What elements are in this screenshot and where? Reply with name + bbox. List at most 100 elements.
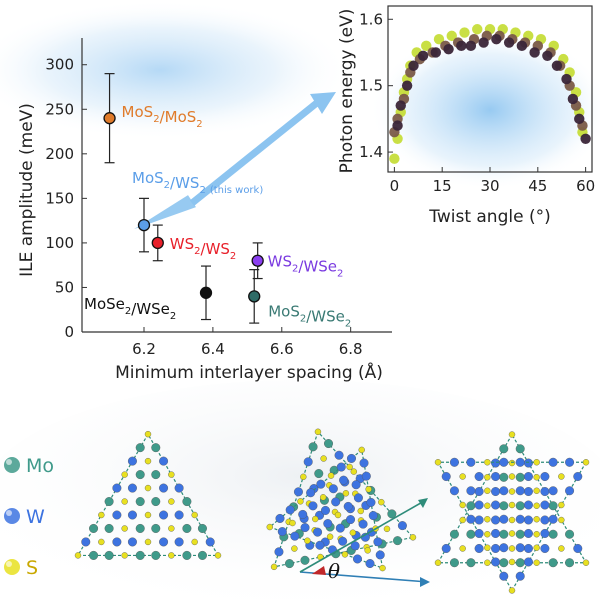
lattice-atom — [491, 528, 501, 538]
lattice-atom — [373, 537, 383, 547]
lattice-atom — [308, 442, 318, 452]
lattice-atom — [327, 472, 335, 479]
lattice-atom — [533, 559, 540, 566]
data-point — [137, 218, 151, 232]
lattice-atom — [349, 529, 357, 536]
lattice-atom — [548, 457, 558, 467]
lattice-atom — [326, 533, 334, 540]
lattice-atom — [474, 543, 484, 553]
lattice-atom — [499, 514, 509, 524]
lattice-atom — [135, 497, 145, 507]
legend-label-s: S — [26, 557, 38, 579]
point-label: MoSe2/WSe2 — [84, 295, 176, 322]
lattice-atom — [112, 537, 122, 547]
lattice-atom — [533, 531, 540, 538]
lattice-atom — [285, 505, 295, 515]
lattice-atom — [573, 472, 583, 482]
inset-point — [408, 60, 419, 71]
lattice-atom — [474, 500, 484, 510]
lattice-atom — [121, 525, 128, 532]
lattice-atom — [304, 537, 311, 544]
x-tick-label: 6.6 — [270, 340, 294, 358]
lattice-atom — [499, 501, 509, 511]
atom-legend: Mo W S — [4, 455, 54, 579]
lattice-atom — [466, 529, 476, 539]
lattice-atom — [523, 557, 533, 567]
lattice-atom — [459, 545, 466, 552]
lattice-atom — [191, 511, 198, 519]
lattice-atom — [182, 497, 192, 507]
lattice-atom — [397, 521, 407, 531]
lattice-atom — [474, 528, 484, 538]
inset-axes: 1.4 1.5 1.6 0 15 30 45 60 Twist angle (°) Photon … — [337, 5, 595, 227]
lattice-atom — [112, 510, 122, 520]
lattice-atom — [135, 470, 145, 480]
lattice-atom — [174, 483, 184, 493]
lattice-atom — [499, 558, 509, 568]
lattice-atom — [334, 511, 342, 519]
point-label: MoS2/WSe2 — [268, 302, 351, 329]
inset-point — [392, 120, 403, 131]
lattice-atom — [343, 501, 353, 511]
y-tick-label: 200 — [45, 145, 74, 163]
inset-point — [417, 50, 429, 61]
inset-point — [459, 27, 470, 38]
lattice-atom — [127, 510, 137, 520]
lattice-atom — [491, 500, 501, 510]
highlight-wedge — [134, 195, 196, 230]
lattice-atom — [336, 462, 346, 472]
lattice-atom — [548, 514, 558, 524]
lattice-atom — [144, 511, 152, 519]
lattice-atom — [350, 541, 360, 551]
lattice-atom — [352, 554, 362, 564]
lattice-atom — [308, 501, 318, 511]
lattice-atom — [191, 538, 198, 546]
lattice-atom — [182, 523, 192, 533]
lattice-atom — [548, 529, 558, 539]
inset-x-tick-label: 0 — [390, 177, 400, 195]
lattice-atom — [135, 550, 145, 560]
lattice-atom — [342, 490, 350, 497]
inset-point — [503, 37, 515, 48]
inset-y-tick-label: 1.4 — [359, 143, 383, 161]
lattice-atom — [508, 488, 516, 495]
inset-y-tick-label: 1.6 — [359, 10, 383, 28]
lattice-atom — [168, 471, 175, 478]
lattice-atom — [312, 515, 319, 523]
lattice-atom — [98, 538, 105, 546]
inset-point — [478, 37, 489, 48]
inset-y-tick-label: 1.5 — [359, 77, 383, 95]
lattice-atom — [144, 457, 152, 465]
lattice-atom — [346, 515, 356, 525]
lattice-atom — [499, 472, 509, 482]
lattice-atom — [358, 446, 365, 454]
lattice-atom — [270, 563, 278, 571]
lattice-atom — [89, 550, 99, 560]
lattice-atom — [346, 463, 353, 471]
lattice-atom — [515, 571, 525, 581]
lattice-atom — [98, 511, 105, 519]
main-axes: 0 50 100 150 200 250 300 6.2 6.4 6.6 6.8 Minimum in… — [17, 38, 392, 383]
lattice-atom — [303, 457, 313, 467]
inset-chart: 1.4 1.5 1.6 0 15 30 45 60 Twist angle (°) Photon … — [337, 5, 595, 227]
inset-point — [561, 73, 572, 85]
lattice-atom — [523, 458, 533, 468]
lattice-atom — [515, 543, 525, 553]
lattice-diagrams: θ — [74, 428, 590, 594]
lattice-atom — [491, 515, 501, 525]
lattice-atom — [523, 487, 533, 497]
lattice-atom — [127, 537, 137, 547]
inset-points — [389, 24, 591, 164]
lattice-atom — [466, 514, 476, 524]
lattice-atom — [320, 505, 330, 515]
legend-label-mo: Mo — [26, 455, 54, 477]
lattice-atom — [484, 459, 491, 466]
lattice-atom — [441, 543, 451, 553]
lattice-atom — [441, 472, 451, 482]
inset-point — [542, 50, 553, 61]
lattice-atom — [89, 523, 99, 533]
lattice-atom — [324, 439, 334, 449]
lattice-atom — [515, 558, 525, 568]
inset-point — [567, 93, 579, 105]
highlight-arrow-head — [310, 92, 336, 114]
